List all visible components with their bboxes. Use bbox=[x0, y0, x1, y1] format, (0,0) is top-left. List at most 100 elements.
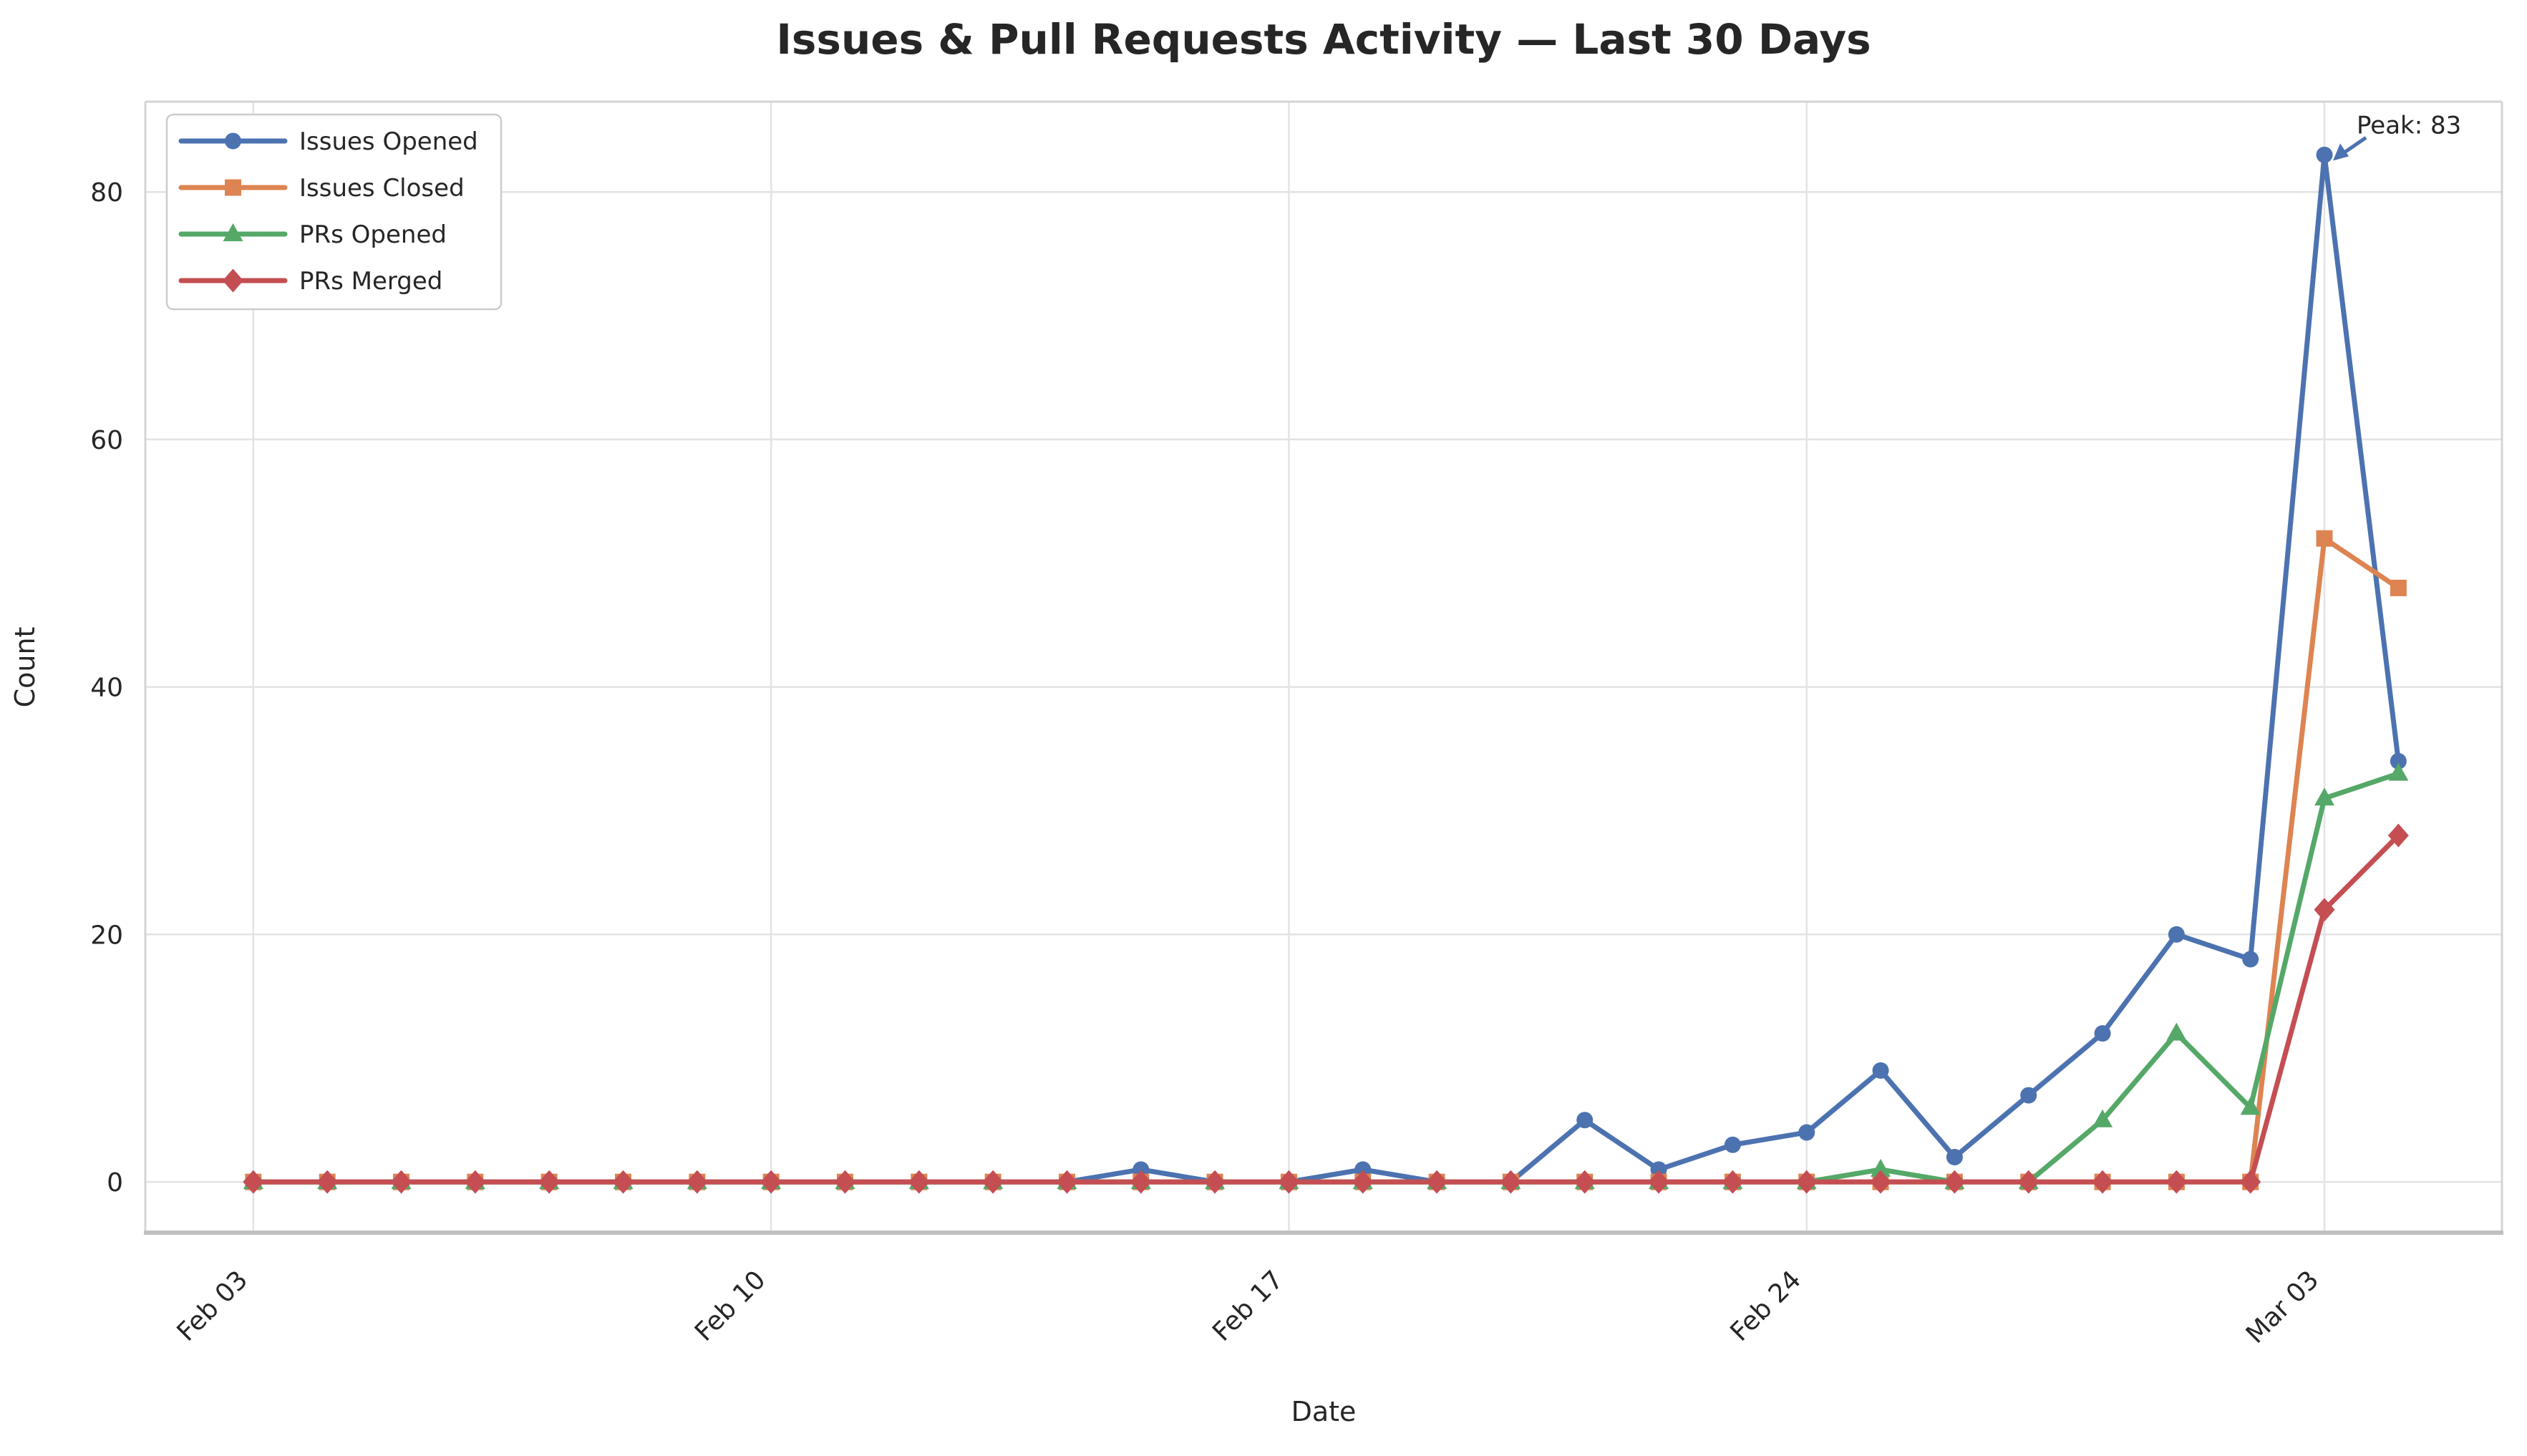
data-point bbox=[1724, 1136, 1741, 1153]
legend-sample-marker bbox=[223, 268, 243, 293]
axes-spines bbox=[144, 100, 2503, 1235]
data-point bbox=[2387, 823, 2409, 848]
data-point bbox=[1204, 1170, 1226, 1194]
data-point bbox=[1870, 1170, 1891, 1194]
x-tick-label: Mar 03 bbox=[2241, 1265, 2325, 1349]
data-point bbox=[2316, 530, 2333, 547]
data-point bbox=[1426, 1170, 1447, 1194]
y-tick-label: 80 bbox=[90, 178, 123, 208]
data-point bbox=[1798, 1124, 1815, 1141]
x-tick-text: Feb 17 bbox=[1207, 1265, 1289, 1347]
data-point bbox=[1796, 1170, 1818, 1194]
annotation-text: Peak: 83 bbox=[2357, 111, 2461, 140]
data-point bbox=[982, 1170, 1004, 1194]
data-point bbox=[1871, 1158, 1891, 1177]
data-point bbox=[538, 1170, 560, 1194]
data-point bbox=[2388, 762, 2409, 781]
legend-item-prs-opened: PRs Opened bbox=[178, 220, 447, 249]
series-line bbox=[251, 833, 2401, 1185]
series-prs-opened bbox=[243, 762, 2409, 1190]
data-point bbox=[316, 1170, 338, 1194]
data-point bbox=[2092, 1170, 2113, 1194]
series-issues-opened bbox=[245, 146, 2407, 1190]
series-issues-closed bbox=[245, 530, 2407, 1190]
chart-title: Issues & Pull Requests Activity — Last 3… bbox=[776, 15, 1871, 64]
data-point bbox=[1500, 1170, 1521, 1194]
x-tick-text: Feb 03 bbox=[172, 1265, 254, 1347]
data-point bbox=[1722, 1170, 1743, 1194]
data-point bbox=[2390, 752, 2407, 770]
y-tick-label: 40 bbox=[90, 674, 123, 703]
data-point bbox=[2314, 787, 2335, 806]
data-point bbox=[2166, 1022, 2187, 1041]
legend-label: PRs Merged bbox=[299, 267, 442, 296]
annotation-arrowhead bbox=[2333, 143, 2349, 161]
data-point bbox=[243, 1170, 264, 1194]
data-point bbox=[834, 1170, 855, 1194]
data-point bbox=[2020, 1087, 2037, 1104]
x-axis-label: Date bbox=[1291, 1396, 1357, 1427]
series-line bbox=[251, 771, 2401, 1185]
data-point bbox=[2165, 1170, 2187, 1194]
x-tick-label: Feb 03 bbox=[172, 1265, 254, 1347]
data-point bbox=[1352, 1170, 1374, 1194]
x-tick-label: Feb 24 bbox=[1725, 1265, 1808, 1347]
legend: Issues Opened Issues Closed PRs Opened PRs … bbox=[165, 113, 503, 311]
data-point bbox=[1650, 1161, 1667, 1178]
x-tick-label: Feb 10 bbox=[689, 1265, 772, 1347]
x-tick-text: Mar 03 bbox=[2241, 1265, 2325, 1349]
legend-label: Issues Closed bbox=[299, 174, 465, 203]
data-point bbox=[2316, 146, 2333, 163]
data-point bbox=[2390, 579, 2407, 596]
legend-label: PRs Opened bbox=[299, 220, 447, 249]
series-line bbox=[251, 152, 2401, 1185]
data-point bbox=[612, 1170, 634, 1194]
y-axis-label: Count bbox=[9, 627, 41, 708]
data-point bbox=[1946, 1149, 1963, 1166]
x-tick-text: Feb 24 bbox=[1725, 1265, 1808, 1347]
legend-sample-marker bbox=[225, 179, 241, 196]
legend-item-prs-merged: PRs Merged bbox=[178, 267, 442, 296]
data-point bbox=[1648, 1170, 1669, 1194]
data-point bbox=[2092, 1109, 2113, 1127]
data-point bbox=[1056, 1170, 1077, 1194]
legend-sample-marker bbox=[225, 132, 241, 150]
x-tick-label: Feb 17 bbox=[1207, 1265, 1289, 1347]
data-point bbox=[2168, 926, 2185, 943]
peak-annotation: Peak: 83 bbox=[2333, 111, 2461, 161]
data-point bbox=[2314, 898, 2335, 922]
series-prs-merged bbox=[243, 823, 2409, 1194]
y-tick-label: 0 bbox=[107, 1168, 123, 1198]
data-point bbox=[1576, 1112, 1594, 1129]
data-series bbox=[243, 146, 2409, 1194]
data-point bbox=[1130, 1170, 1152, 1194]
y-tick-label: 60 bbox=[90, 426, 123, 455]
legend-sample-marker bbox=[223, 223, 243, 241]
data-point bbox=[1944, 1170, 1965, 1194]
data-point bbox=[2242, 951, 2259, 968]
series-line bbox=[251, 535, 2401, 1185]
legend-item-issues-opened: Issues Opened bbox=[178, 127, 478, 156]
data-point bbox=[1132, 1161, 1150, 1178]
data-point bbox=[1574, 1170, 1596, 1194]
data-point bbox=[2240, 1097, 2261, 1115]
x-tick-text: Feb 10 bbox=[689, 1265, 772, 1347]
y-tick-label: 20 bbox=[90, 921, 123, 950]
data-point bbox=[1872, 1062, 1889, 1079]
legend-box bbox=[165, 113, 503, 311]
data-point bbox=[2094, 1025, 2111, 1042]
data-point bbox=[465, 1170, 486, 1194]
legend-item-issues-closed: Issues Closed bbox=[178, 174, 465, 203]
axis-ticks: 0 20 40 60 80 Feb 03 Feb 10 Feb 17 Feb 24 Mar 03 bbox=[90, 178, 2324, 1349]
data-point bbox=[2240, 1170, 2261, 1194]
data-point bbox=[908, 1170, 930, 1194]
data-point bbox=[391, 1170, 412, 1194]
data-point bbox=[687, 1170, 708, 1194]
data-point bbox=[760, 1170, 782, 1194]
data-point bbox=[2018, 1170, 2039, 1194]
data-point bbox=[1278, 1170, 1299, 1194]
legend-label: Issues Opened bbox=[299, 127, 478, 156]
data-point bbox=[1354, 1161, 1372, 1178]
